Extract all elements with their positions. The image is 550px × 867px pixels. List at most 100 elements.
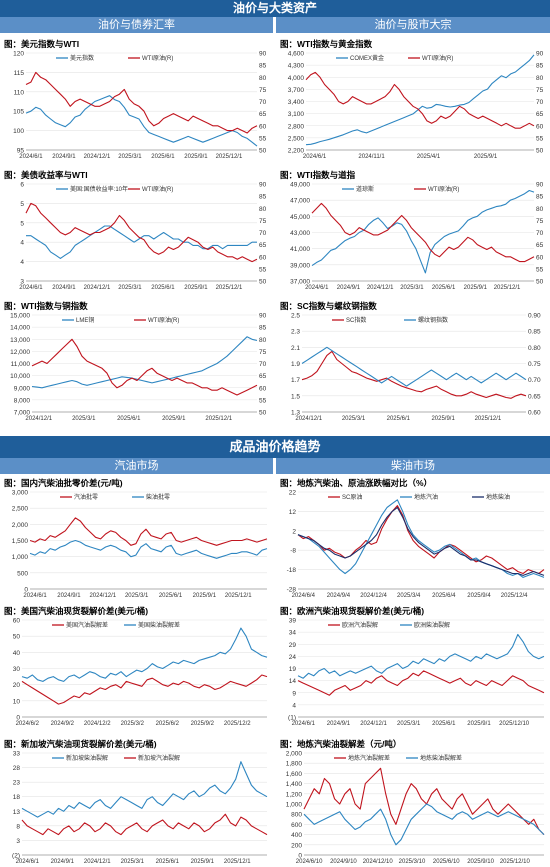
y2-tick-label: 50 bbox=[259, 410, 267, 417]
legend-label: 地炼柴油裂解差 bbox=[420, 754, 462, 762]
legend-label: LME铜 bbox=[76, 316, 94, 324]
x-tick-label: 2025/12/1 bbox=[224, 859, 251, 865]
y2-tick-label: 50 bbox=[536, 279, 544, 286]
y-tick-label: 4 bbox=[292, 702, 296, 709]
x-tick-label: 2025/3/1 bbox=[342, 416, 366, 422]
y2-tick-label: 70 bbox=[536, 230, 544, 237]
y-tick-label: 39 bbox=[289, 618, 297, 625]
subheader-bottom-left: 汽油市场 bbox=[0, 458, 273, 474]
legend-label: 道琼斯 bbox=[356, 185, 374, 193]
chart-panel: 图：SC指数与螺纹钢指数 1.3 1.5 1.7 1.9 2.1 2.3 2.5 0.60 0.6… bbox=[276, 299, 550, 424]
x-tick-label: 2024/6/10 bbox=[296, 859, 323, 865]
subheader-bottom-right: 柴油市场 bbox=[276, 458, 550, 474]
x-tick-label: 2024/9/1 bbox=[337, 285, 361, 291]
y-tick-label: 22 bbox=[289, 490, 297, 497]
chart-title: 图：SC指数与螺纹钢指数 bbox=[280, 301, 377, 311]
y2-tick-label: 0.90 bbox=[528, 313, 541, 320]
y2-tick-label: 60 bbox=[259, 123, 267, 130]
y-tick-label: 95 bbox=[17, 148, 25, 155]
series-line bbox=[301, 350, 527, 399]
series-line bbox=[26, 225, 257, 259]
y2-tick-label: 0.85 bbox=[528, 329, 541, 336]
x-tick-label: 2025/9/1 bbox=[467, 721, 491, 727]
chart-title: 图：WTI指数与铜指数 bbox=[4, 301, 88, 311]
chart-svg: 7,000 8,000 9,000 10,000 11,000 12,000 13,000 1… bbox=[10, 313, 267, 423]
chart-svg: -28 -18 -8 2 12 22 2024/6/4 2024/9/4 2024/12/4 20… bbox=[287, 490, 545, 599]
y-tick-label: 2.3 bbox=[291, 329, 300, 336]
x-tick-label: 2025/3/1 bbox=[125, 593, 149, 599]
y-tick-label: 6 bbox=[20, 182, 24, 189]
y-tick-label: (1) bbox=[288, 715, 296, 722]
chart-title: 图：欧洲汽柴油现货裂解价差(美元/桶) bbox=[280, 606, 425, 616]
y2-tick-label: 90 bbox=[259, 182, 267, 189]
chart-svg: 2,200 2,500 2,800 3,100 3,400 3,700 4,000 4,300… bbox=[288, 51, 544, 161]
y2-tick-label: 75 bbox=[259, 218, 267, 225]
y-tick-label: 105 bbox=[13, 109, 24, 116]
y2-tick-label: 55 bbox=[259, 397, 267, 404]
y-tick-label: 11,000 bbox=[11, 361, 31, 368]
x-tick-label: 2024/9/1 bbox=[52, 154, 76, 160]
series-line bbox=[21, 674, 268, 705]
chart-svg: 95 100 105 110 115 120 50 55 60 65 70 75 80 85 90 2024/… bbox=[13, 51, 267, 161]
y2-tick-label: 65 bbox=[259, 242, 267, 249]
y2-tick-label: 50 bbox=[259, 279, 267, 286]
y-tick-label: 500 bbox=[17, 570, 28, 577]
x-tick-label: 2025/6/1 bbox=[151, 285, 175, 291]
chart-svg: 0 10 20 30 40 50 60 2024/6/2 2024/9/2 2024/12/2 20… bbox=[13, 618, 268, 727]
x-tick-label: 2024/12/1 bbox=[84, 154, 111, 160]
x-tick-label: 2025/6/1 bbox=[432, 285, 456, 291]
y-tick-label: 2,000 bbox=[12, 522, 29, 529]
y2-tick-label: 0.75 bbox=[528, 361, 541, 368]
series-line bbox=[297, 633, 545, 679]
x-tick-label: 2024/12/1 bbox=[360, 721, 387, 727]
y2-tick-label: 60 bbox=[259, 254, 267, 261]
y-tick-label: 18 bbox=[13, 794, 21, 801]
y-tick-label: 10,000 bbox=[10, 373, 30, 380]
y-tick-label: 24 bbox=[289, 654, 297, 661]
x-tick-label: 2025/3/4 bbox=[397, 593, 421, 599]
y-tick-label: 2.1 bbox=[291, 345, 300, 352]
chart-panel: 图：国内汽柴油批零价差(元/吨) 0 500 1,000 1,500 2,000 2,500… bbox=[0, 476, 273, 601]
y2-tick-label: 65 bbox=[536, 111, 544, 118]
legend-label: 美国:国债收益率:10年 bbox=[70, 185, 128, 193]
chart-svg: (1) 4 9 14 19 24 29 34 39 2024/6/1 2024/9/1 2024/12… bbox=[288, 618, 545, 727]
series-line bbox=[25, 71, 258, 134]
y2-tick-label: 55 bbox=[536, 135, 544, 142]
x-tick-label: 2024/9/1 bbox=[327, 721, 351, 727]
series-line bbox=[31, 338, 258, 396]
y-tick-label: 3,700 bbox=[288, 87, 305, 94]
x-tick-label: 2025/9/1 bbox=[431, 416, 455, 422]
y2-tick-label: 60 bbox=[536, 254, 544, 261]
y-tick-label: 3,400 bbox=[288, 99, 305, 106]
y2-tick-label: 65 bbox=[259, 373, 267, 380]
x-tick-label: 2025/3/1 bbox=[118, 154, 142, 160]
series-line bbox=[301, 346, 527, 387]
series-line bbox=[21, 761, 268, 818]
section-band-bottom: 成品油价格趋势 bbox=[0, 436, 550, 458]
legend-label: 欧洲柴油裂解 bbox=[414, 621, 450, 629]
chart-panel: 图：新加坡汽柴油现货裂解价差(美元/桶) (2) 3 8 13 18 23 28 33 2024/… bbox=[0, 737, 273, 867]
chart-title: 图：地炼汽柴油裂解差（元/吨） bbox=[280, 739, 402, 749]
legend-label: 美元指数 bbox=[70, 54, 94, 62]
y-tick-label: 2,500 bbox=[12, 506, 29, 513]
y-tick-label: 13,000 bbox=[10, 337, 30, 344]
y-tick-label: 800 bbox=[291, 812, 302, 819]
x-tick-label: 2025/12/1 bbox=[216, 285, 243, 291]
series-line bbox=[29, 517, 268, 546]
series-line bbox=[25, 202, 258, 263]
y-tick-label: 33 bbox=[13, 751, 21, 758]
y2-tick-label: 90 bbox=[259, 313, 267, 320]
y-tick-label: 28 bbox=[13, 765, 21, 772]
series-line bbox=[21, 813, 268, 836]
x-tick-label: 2025/12/2 bbox=[224, 721, 251, 727]
y2-tick-label: 50 bbox=[259, 148, 267, 155]
x-tick-label: 2025/9/10 bbox=[467, 859, 494, 865]
x-tick-label: 2025/9/1 bbox=[184, 285, 208, 291]
chart-title: 图：美元指数与WTI bbox=[4, 39, 80, 49]
y-tick-label: 47,000 bbox=[290, 198, 310, 205]
y2-tick-label: 80 bbox=[259, 206, 267, 213]
y-tick-label: 7,000 bbox=[14, 410, 31, 417]
y-tick-label: 41,000 bbox=[290, 246, 310, 253]
y-tick-label: 4,000 bbox=[288, 75, 305, 82]
